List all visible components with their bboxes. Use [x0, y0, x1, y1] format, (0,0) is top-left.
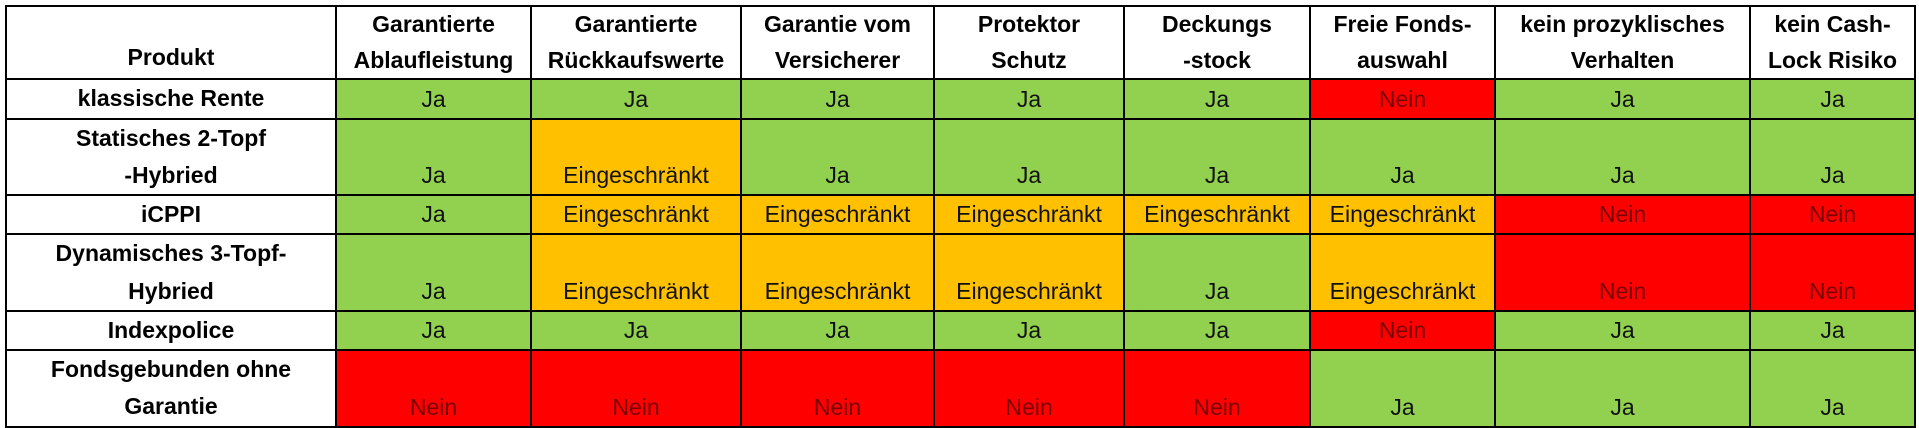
table-cell: Nein: [1123, 349, 1311, 428]
table-cell: Eingeschränkt: [740, 233, 935, 312]
table-cell: Ja: [1494, 349, 1751, 428]
table-cell: Ja: [1123, 117, 1311, 197]
table-row: Dynamisches 3-Topf- Hybried Ja Eingeschrän…: [5, 233, 1916, 312]
table-cell: Ja: [335, 233, 532, 312]
row-header-product: Dynamisches 3-Topf- Hybried: [5, 233, 337, 312]
table-cell: Ja: [1494, 78, 1751, 120]
table-cell: Ja: [335, 78, 532, 120]
column-header-kein-cash-lock-risiko: kein Cash- Lock Risiko: [1749, 4, 1916, 81]
table-cell: Nein: [530, 349, 742, 428]
table-cell: Eingeschränkt: [933, 194, 1125, 236]
table-cell: Ja: [1123, 233, 1311, 312]
table-cell: Eingeschränkt: [740, 194, 935, 236]
table-cell: Ja: [1494, 309, 1751, 352]
table-row: Fondsgebunden ohne Garantie Nein Nein Nein N…: [5, 349, 1916, 428]
column-header-kein-prozyklisches-verhalten: kein prozyklisches Verhalten: [1494, 4, 1751, 81]
column-header-garantie-vom-versicherer: Garantie vom Versicherer: [740, 4, 935, 81]
table-cell: Ja: [740, 117, 935, 197]
row-header-product: Fondsgebunden ohne Garantie: [5, 349, 337, 428]
row-header-product: Statisches 2-Topf -Hybried: [5, 117, 337, 197]
table-cell: Nein: [1749, 194, 1916, 236]
table-cell: Ja: [1309, 117, 1496, 197]
header-row: Produkt Garantierte Ablaufleistung Garan…: [5, 4, 1916, 81]
table-row: klassische Rente Ja Ja Ja Ja Ja Nein Ja Ja: [5, 78, 1916, 120]
table-cell: Ja: [1749, 78, 1916, 120]
table-cell: Ja: [335, 194, 532, 236]
table-cell: Ja: [1494, 117, 1751, 197]
table-body: klassische Rente Ja Ja Ja Ja Ja Nein Ja Ja Statis…: [5, 78, 1916, 428]
column-header-freie-fondsauswahl: Freie Fonds- auswahl: [1309, 4, 1496, 81]
column-header-deckungsstock: Deckungs -stock: [1123, 4, 1311, 81]
table-cell: Ja: [933, 78, 1125, 120]
table-cell: Eingeschränkt: [1309, 194, 1496, 236]
comparison-table: Produkt Garantierte Ablaufleistung Garan…: [5, 4, 1916, 428]
row-header-product: Indexpolice: [5, 309, 337, 352]
column-header-protektor-schutz: Protektor Schutz: [933, 4, 1125, 81]
table-row: iCPPI Ja Eingeschränkt Eingeschränkt Eingesc…: [5, 194, 1916, 236]
table-cell: Nein: [1309, 309, 1496, 352]
table-cell: Ja: [1749, 349, 1916, 428]
table-cell: Ja: [1123, 309, 1311, 352]
table-cell: Ja: [530, 309, 742, 352]
column-header-produkt: Produkt: [5, 4, 337, 81]
table-row: Indexpolice Ja Ja Ja Ja Ja Nein Ja Ja: [5, 309, 1916, 352]
table-cell: Nein: [1749, 233, 1916, 312]
table-cell: Eingeschränkt: [1123, 194, 1311, 236]
table-cell: Ja: [335, 309, 532, 352]
table-cell: Nein: [1309, 78, 1496, 120]
row-header-product: iCPPI: [5, 194, 337, 236]
table-cell: Ja: [1309, 349, 1496, 428]
table-cell: Ja: [1749, 117, 1916, 197]
table-cell: Eingeschränkt: [933, 233, 1125, 312]
table-cell: Ja: [740, 309, 935, 352]
table-cell: Eingeschränkt: [530, 117, 742, 197]
column-header-garantierte-ablaufleistung: Garantierte Ablaufleistung: [335, 4, 532, 81]
table-cell: Eingeschränkt: [530, 194, 742, 236]
table-cell: Nein: [335, 349, 532, 428]
table-cell: Nein: [1494, 194, 1751, 236]
table-cell: Ja: [530, 78, 742, 120]
table-cell: Ja: [740, 78, 935, 120]
table-cell: Nein: [933, 349, 1125, 428]
table-cell: Ja: [335, 117, 532, 197]
table-cell: Ja: [933, 309, 1125, 352]
column-header-garantierte-rueckkaufswerte: Garantierte Rückkaufswerte: [530, 4, 742, 81]
table-cell: Ja: [1749, 309, 1916, 352]
table-cell: Nein: [1494, 233, 1751, 312]
table-cell: Nein: [740, 349, 935, 428]
table-row: Statisches 2-Topf -Hybried Ja Eingeschränk…: [5, 117, 1916, 197]
table-cell: Ja: [1123, 78, 1311, 120]
row-header-product: klassische Rente: [5, 78, 337, 120]
table-cell: Eingeschränkt: [530, 233, 742, 312]
table-cell: Eingeschränkt: [1309, 233, 1496, 312]
table-cell: Ja: [933, 117, 1125, 197]
